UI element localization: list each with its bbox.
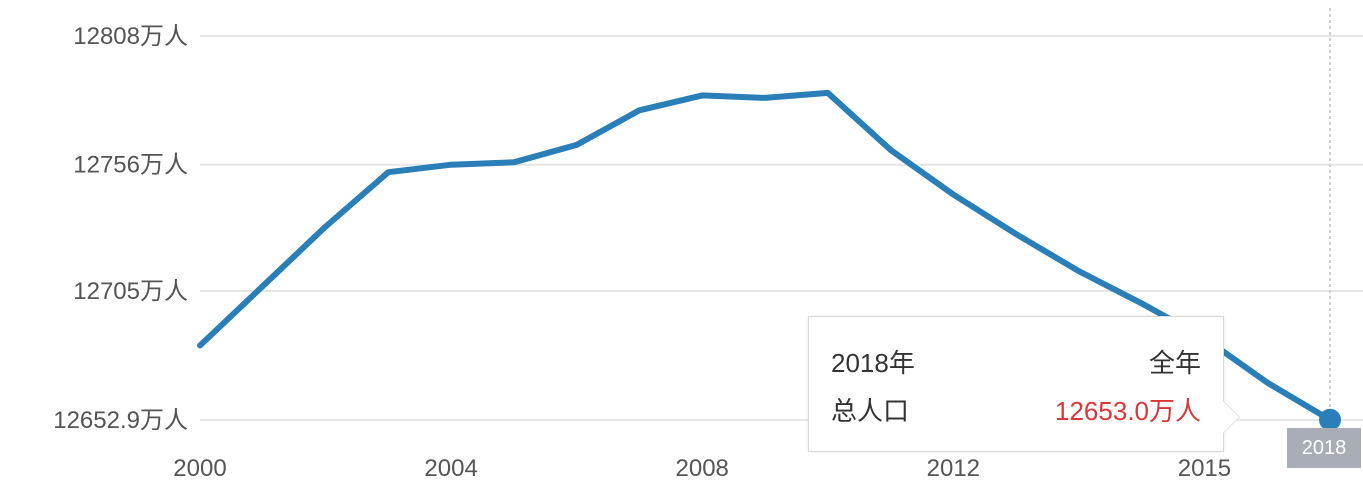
tooltip-value: 12653.0万人: [1055, 396, 1201, 426]
highlighted-point: [1319, 408, 1341, 431]
x-tick-label: 2000: [173, 455, 226, 482]
data-point: [388, 172, 389, 173]
y-tick-label: 12756万人: [73, 152, 188, 179]
data-point: [1141, 303, 1142, 304]
hover-x-label: 2018: [1287, 428, 1361, 468]
data-point: [325, 226, 326, 227]
y-tick-label: 12808万人: [73, 23, 188, 50]
data-point: [262, 286, 263, 287]
data-point: [451, 164, 452, 165]
tooltip: 2018年 全年 总人口 12653.0万人: [808, 316, 1239, 452]
x-tick-label: 2008: [676, 455, 729, 482]
data-point: [827, 92, 828, 93]
tooltip-year: 2018年: [831, 348, 915, 378]
x-tick-label: 2012: [927, 455, 980, 482]
tooltip-period: 全年: [1148, 348, 1201, 378]
tooltip-arrow: [1223, 401, 1239, 433]
y-tick-label: 12705万人: [73, 278, 188, 305]
tooltip-row-value: 总人口 12653.0万人: [831, 391, 1201, 428]
data-point: [765, 97, 766, 98]
x-axis-ticks: 2000 2004 2008 2012 2015: [173, 455, 1231, 482]
series-line: [197, 89, 1333, 423]
data-point: [200, 345, 201, 346]
data-point: [513, 162, 514, 163]
data-point: [890, 149, 891, 150]
series-points: [200, 92, 1341, 431]
tooltip-row-date: 2018年 全年: [831, 343, 1201, 380]
y-tick-label: 12652.9万人: [53, 407, 188, 434]
data-point: [1078, 271, 1079, 272]
tooltip-metric: 总人口: [831, 396, 910, 426]
data-point: [1267, 382, 1268, 383]
data-point: [576, 144, 577, 145]
data-point: [702, 95, 703, 96]
data-point: [953, 194, 954, 195]
x-tick-label: 2015: [1178, 455, 1231, 482]
y-axis-ticks: 12808万人 12756万人 12705万人 12652.9万人: [53, 23, 188, 434]
x-tick-label: 2004: [424, 455, 477, 482]
data-point: [639, 110, 640, 111]
data-point: [1016, 234, 1017, 235]
